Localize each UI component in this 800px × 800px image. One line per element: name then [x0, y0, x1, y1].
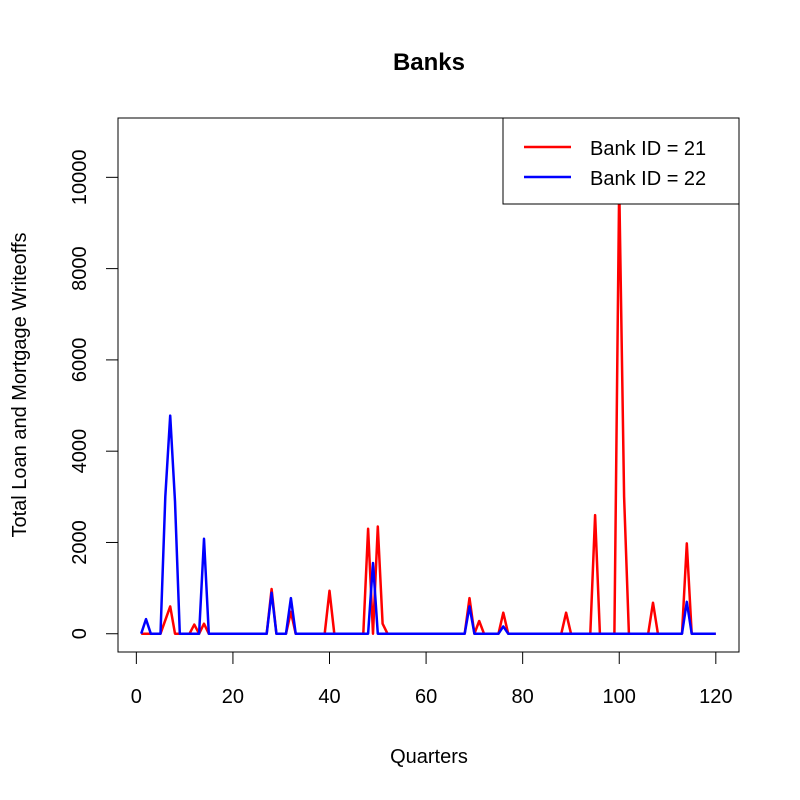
y-tick-label: 6000 — [69, 338, 91, 383]
legend-label-bank-21: Bank ID = 21 — [590, 138, 706, 160]
legend-label-bank-22: Bank ID = 22 — [590, 168, 706, 190]
y-tick-label: 10000 — [69, 150, 91, 206]
chart-title: Banks — [393, 49, 465, 76]
y-axis-label: Total Loan and Mortgage Writeoffs — [9, 233, 31, 538]
x-axis-label: Quarters — [390, 746, 468, 768]
x-tick-label: 20 — [222, 686, 244, 708]
legend: Bank ID = 21 Bank ID = 22 — [502, 117, 740, 205]
x-tick-label: 0 — [131, 686, 142, 708]
series-line-bank-21 — [141, 182, 716, 635]
y-tick-label: 8000 — [69, 246, 91, 291]
x-tick-label: 60 — [415, 686, 437, 708]
x-tick-label: 100 — [603, 686, 636, 708]
x-axis: 0 20 40 60 80 100 120 — [131, 651, 733, 708]
series-line-bank-22 — [140, 414, 716, 635]
x-tick-label: 120 — [699, 686, 732, 708]
y-tick-label: 2000 — [69, 520, 91, 565]
legend-box — [502, 117, 740, 205]
y-tick-label: 0 — [69, 628, 91, 639]
series-layer — [140, 182, 716, 635]
y-axis: 0 2000 4000 6000 8000 10000 — [69, 150, 119, 639]
x-tick-label: 40 — [318, 686, 340, 708]
y-tick-label: 4000 — [69, 429, 91, 474]
x-tick-label: 80 — [512, 686, 534, 708]
